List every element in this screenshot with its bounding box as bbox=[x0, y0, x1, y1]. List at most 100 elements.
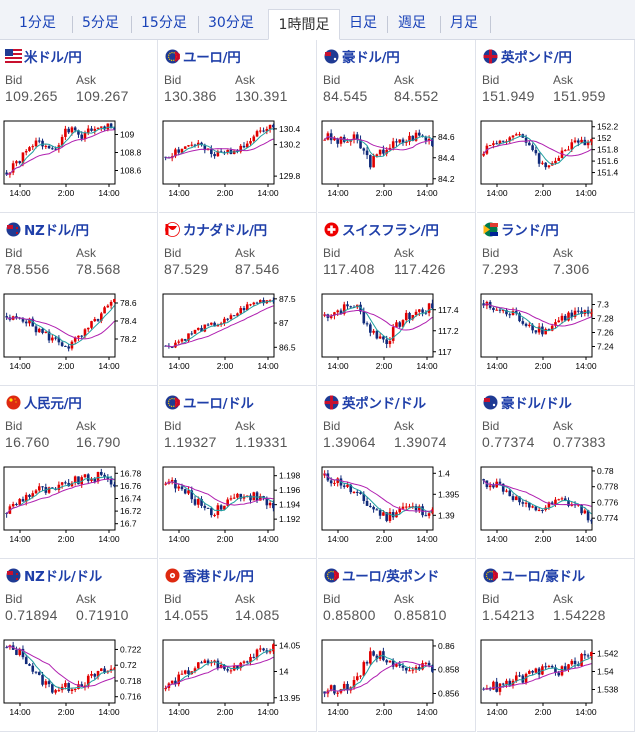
candle-body bbox=[193, 668, 197, 672]
pair-link[interactable]: 英ポンド/ドル bbox=[323, 393, 426, 412]
candle-body bbox=[541, 162, 544, 164]
pair-link[interactable]: 米ドル/円 bbox=[5, 47, 82, 66]
tab-weekly[interactable]: 週足 bbox=[398, 15, 426, 31]
pair-name[interactable]: ユーロ/英ポンド bbox=[342, 569, 440, 585]
candle-body bbox=[219, 505, 223, 510]
candle-body bbox=[164, 687, 167, 690]
pair-name[interactable]: 英ポンド/ドル bbox=[342, 396, 426, 412]
price-chart[interactable]: 109 108.8 108.6 14:00 2:00 14:00 bbox=[0, 113, 158, 208]
candle-body bbox=[537, 326, 541, 333]
tab-monthly[interactable]: 月足 bbox=[450, 15, 478, 31]
pair-link[interactable]: NZドル/ドル bbox=[5, 566, 102, 585]
pair-link[interactable]: 香港ドル/円 bbox=[164, 566, 254, 585]
candle-body bbox=[31, 493, 35, 497]
candle-body bbox=[41, 674, 44, 685]
pair-link[interactable]: ユーロ/ドル bbox=[164, 393, 254, 412]
y-tick-label: 16.7 bbox=[120, 519, 137, 529]
pair-name[interactable]: NZドル/ドル bbox=[24, 569, 102, 585]
candle-body bbox=[418, 309, 421, 312]
pair-name[interactable]: 人民元/円 bbox=[24, 396, 82, 412]
y-tick-label: 0.774 bbox=[597, 513, 619, 523]
pair-name[interactable]: 香港ドル/円 bbox=[183, 569, 254, 585]
candle-body bbox=[424, 136, 428, 141]
y-tick-label: 0.78 bbox=[597, 466, 614, 476]
ask-label: Ask bbox=[553, 73, 574, 87]
pair-link[interactable]: 豪ドル/ドル bbox=[482, 393, 572, 412]
pair-link[interactable]: ユーロ/豪ドル bbox=[482, 566, 585, 585]
candle-body bbox=[103, 126, 106, 130]
pair-name[interactable]: 豪ドル/円 bbox=[342, 50, 400, 66]
candle-body bbox=[511, 496, 515, 501]
pair-name[interactable]: ユーロ/豪ドル bbox=[501, 569, 585, 585]
pair-name[interactable]: 豪ドル/ドル bbox=[501, 396, 572, 412]
x-tick-label: 2:00 bbox=[535, 361, 552, 371]
timeframe-tab-bar: 1分足 5分足 15分足 30分足 1時間足 日足 週足 月足 bbox=[0, 0, 635, 40]
x-tick-label: 2:00 bbox=[376, 534, 393, 544]
moving-average-fast bbox=[483, 656, 592, 690]
candle-body bbox=[255, 131, 259, 137]
pair-link[interactable]: ユーロ/円 bbox=[164, 47, 241, 66]
candle-body bbox=[93, 674, 97, 677]
price-chart[interactable]: 1.542 1.54 1.538 14:00 2:00 14:00 bbox=[477, 632, 635, 727]
tab-daily[interactable]: 日足 bbox=[349, 15, 377, 31]
pair-name[interactable]: 米ドル/円 bbox=[24, 50, 82, 66]
pair-name[interactable]: 英ポンド/円 bbox=[501, 50, 572, 66]
x-tick-label: 14:00 bbox=[486, 188, 508, 198]
pair-name[interactable]: カナダドル/円 bbox=[183, 223, 267, 239]
y-tick-label: 16.76 bbox=[120, 481, 142, 491]
pair-name[interactable]: ユーロ/円 bbox=[183, 50, 241, 66]
candle-body bbox=[70, 127, 74, 133]
pair-link[interactable]: 英ポンド/円 bbox=[482, 47, 572, 66]
pair-link[interactable]: ランド/円 bbox=[482, 220, 559, 239]
candle-body bbox=[177, 149, 180, 153]
price-chart[interactable]: 1.4 1.395 1.39 14:00 2:00 14:00 bbox=[318, 459, 476, 554]
y-tick-label: 1.542 bbox=[597, 649, 619, 659]
price-chart[interactable]: 84.684.484.214:00 2:00 14:00 bbox=[318, 113, 476, 208]
pair-name[interactable]: NZドル/円 bbox=[24, 223, 89, 239]
pair-link[interactable]: 人民元/円 bbox=[5, 393, 82, 412]
pair-name[interactable]: ランド/円 bbox=[501, 223, 559, 239]
moving-average-slow bbox=[6, 317, 115, 340]
candle-body bbox=[11, 163, 15, 173]
candle-body bbox=[190, 490, 194, 500]
tab-30min[interactable]: 30分足 bbox=[208, 15, 254, 31]
tab-1min[interactable]: 1分足 bbox=[19, 15, 56, 31]
candle-body bbox=[369, 155, 372, 168]
pair-link[interactable]: NZドル/円 bbox=[5, 220, 89, 239]
candle-body bbox=[382, 149, 385, 154]
pair-link[interactable]: ユーロ/英ポンド bbox=[323, 566, 440, 585]
pair-link[interactable]: スイスフラン/円 bbox=[323, 220, 439, 239]
pair-name[interactable]: ユーロ/ドル bbox=[183, 396, 254, 412]
candle-body bbox=[47, 487, 51, 493]
candle-body bbox=[547, 665, 551, 667]
bid-label: Bid bbox=[482, 419, 500, 433]
x-tick-label: 14:00 bbox=[168, 188, 190, 198]
pair-name[interactable]: スイスフラン/円 bbox=[342, 223, 439, 239]
bid-value: 117.408 bbox=[323, 261, 375, 277]
candle-body bbox=[187, 145, 190, 147]
tab-5min[interactable]: 5分足 bbox=[82, 15, 119, 31]
pair-link[interactable]: カナダドル/円 bbox=[164, 220, 267, 239]
tab-15min[interactable]: 15分足 bbox=[141, 15, 187, 31]
pair-cell: ユーロ/豪ドル Bid Ask 1.54213 1.54228 1.542 1.54 1.53… bbox=[477, 559, 635, 732]
candle-body bbox=[255, 302, 259, 304]
pair-link[interactable]: 豪ドル/円 bbox=[323, 47, 400, 66]
ask-label: Ask bbox=[76, 592, 97, 606]
candle-body bbox=[64, 345, 67, 347]
tab-1hour[interactable]: 1時間足 bbox=[268, 9, 340, 40]
price-chart[interactable]: 0.78 0.778 0.776 0.774 14:00 2:00 14:00 bbox=[477, 459, 635, 554]
candle-body bbox=[170, 680, 174, 684]
ask-label: Ask bbox=[553, 246, 574, 260]
candle-body bbox=[414, 506, 418, 511]
price-chart[interactable]: 78.6 78.4 78.2 14:00 2:00 14:00 bbox=[0, 286, 158, 381]
